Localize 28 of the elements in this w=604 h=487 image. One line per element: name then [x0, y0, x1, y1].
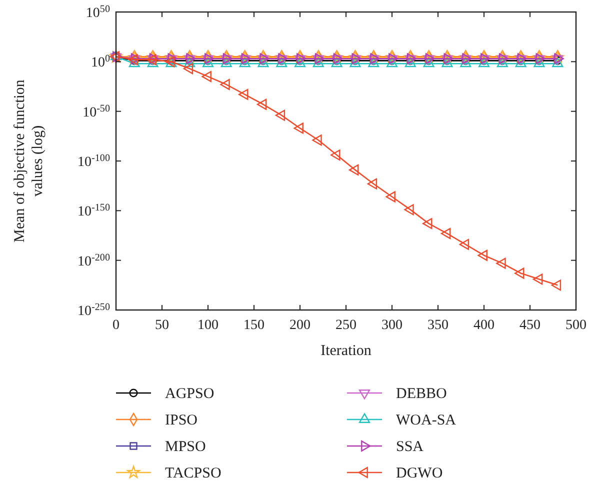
legend-label: MPSO: [165, 439, 206, 455]
x-tick-label: 50: [155, 318, 169, 333]
x-tick-label: 300: [382, 318, 402, 333]
legend-label: SSA: [396, 439, 424, 455]
x-tick-label: 500: [566, 318, 586, 333]
y-tick-label: 10$^{-150}$: [78, 202, 110, 220]
x-tick-label: 250: [336, 318, 356, 333]
y-tick-label: 10$^{-50}$: [82, 102, 110, 120]
y-tick-label: 10$^{-200}$: [78, 252, 110, 270]
y-axis-title: Mean of objective function values (log): [12, 79, 46, 242]
legend-label: WOA-SA: [396, 412, 456, 428]
y-tick-label: 10$^{-100}$: [78, 152, 110, 170]
legend-label: DEBBO: [396, 386, 448, 402]
x-tick-label: 400: [474, 318, 494, 333]
legend-label: IPSO: [165, 412, 198, 428]
y-tick-label: 10$^{50}$: [86, 4, 110, 21]
x-tick-label: 150: [244, 318, 264, 333]
x-tick-label: 200: [290, 318, 310, 333]
y-tick-label: 10$^{0}$: [90, 53, 110, 71]
x-tick-label: 450: [520, 318, 540, 333]
legend-label: TACPSO: [165, 466, 222, 482]
x-tick-label: 100: [198, 318, 218, 333]
legend-label: AGPSO: [165, 386, 214, 402]
x-axis-title: Iteration: [320, 343, 372, 359]
y-tick-label: 10$^{-250}$: [78, 302, 110, 319]
legend-label: DGWO: [396, 466, 443, 482]
x-tick-label: 0: [112, 318, 120, 333]
x-tick-label: 350: [428, 318, 448, 333]
